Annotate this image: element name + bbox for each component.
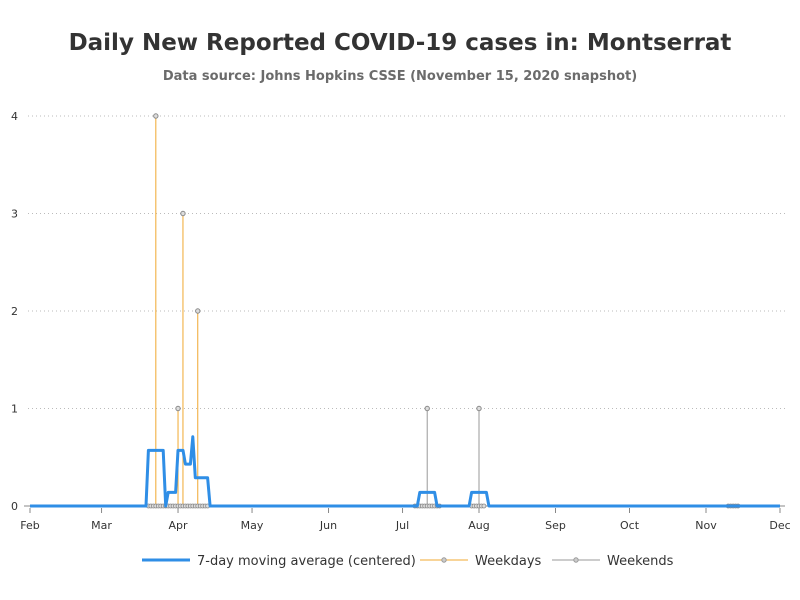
x-tick-label: Mar bbox=[91, 519, 112, 532]
x-tick-label: Jul bbox=[395, 519, 409, 532]
x-tick-label: Apr bbox=[169, 519, 189, 532]
x-tick-label: Jun bbox=[319, 519, 337, 532]
stem-marker bbox=[195, 308, 201, 314]
axes: 0 1 2 3 4 Feb Mar Apr May Jun Jul Aug Sep Oct Nov Dec bbox=[11, 110, 791, 532]
zero-marker bbox=[481, 503, 487, 509]
x-tick-label: Oct bbox=[620, 519, 640, 532]
stem-marker bbox=[476, 405, 482, 412]
stem-series bbox=[146, 113, 741, 509]
stem-marker bbox=[175, 405, 181, 412]
legend: 7-day moving average (centered) Weekdays… bbox=[142, 554, 674, 569]
chart-subtitle: Data source: Johns Hopkins CSSE (Novembe… bbox=[162, 69, 638, 84]
y-tick-label: 4 bbox=[11, 110, 18, 123]
x-tick-label: Nov bbox=[695, 519, 717, 532]
x-tick-label: Sep bbox=[545, 519, 566, 532]
y-tick-label: 0 bbox=[11, 500, 18, 513]
moving-average-line bbox=[30, 435, 780, 508]
stem-marker bbox=[180, 210, 186, 217]
chart-title: Daily New Reported COVID-19 cases in: Mo… bbox=[68, 30, 732, 56]
stem-marker bbox=[424, 405, 430, 412]
legend-label-weekdays: Weekdays bbox=[475, 554, 542, 569]
y-tick-label: 1 bbox=[11, 403, 18, 416]
stem-marker bbox=[153, 113, 159, 119]
x-tick-label: May bbox=[241, 519, 264, 532]
moving-average-series bbox=[30, 435, 780, 508]
legend-marker-weekends bbox=[573, 557, 579, 563]
legend-label-weekends: Weekends bbox=[607, 554, 674, 569]
y-tick-label: 3 bbox=[11, 208, 18, 221]
grid-lines bbox=[28, 115, 785, 409]
x-tick-label: Aug bbox=[468, 519, 489, 532]
y-tick-label: 2 bbox=[11, 305, 18, 318]
x-tick-label: Dec bbox=[769, 519, 790, 532]
x-tick-label: Feb bbox=[20, 519, 39, 532]
legend-marker-weekdays bbox=[441, 557, 447, 563]
legend-label-moving-average: 7-day moving average (centered) bbox=[197, 554, 416, 569]
